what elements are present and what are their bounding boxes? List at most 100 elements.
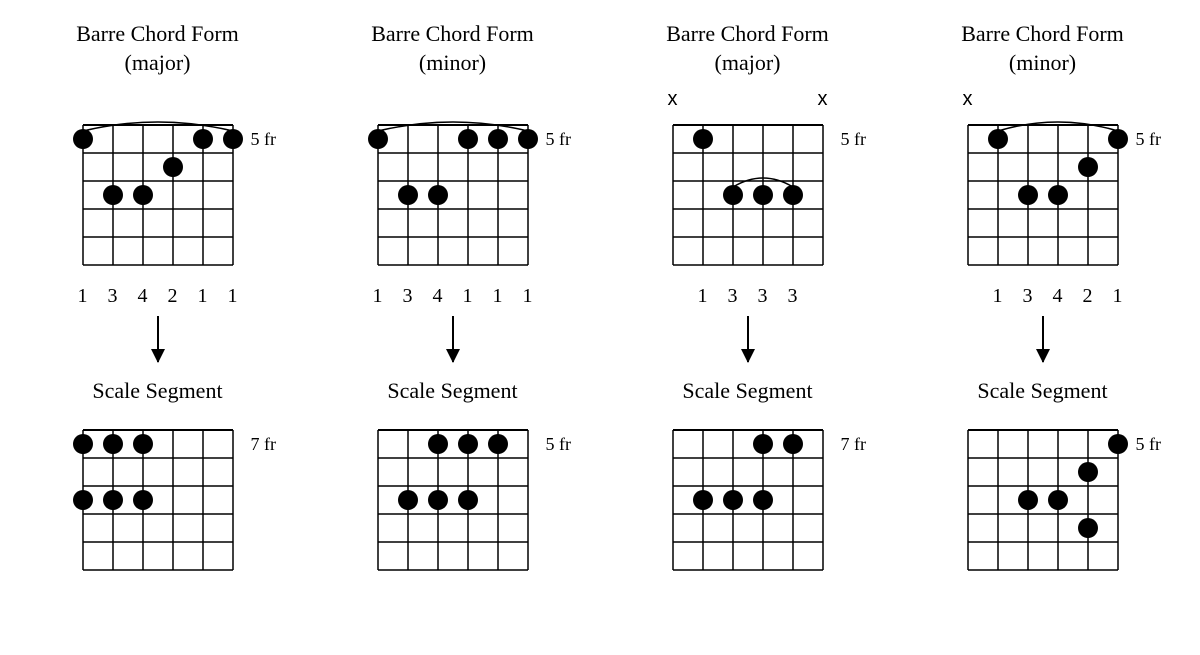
mute-mark — [483, 89, 513, 111]
mute-mark — [1043, 89, 1073, 111]
mute-mark — [718, 89, 748, 111]
finger-number: 3 — [778, 285, 808, 308]
chord-title-line2: (minor) — [961, 49, 1124, 78]
fretboard-diagram — [659, 416, 837, 584]
finger-number: 1 — [983, 285, 1013, 308]
finger-number — [658, 285, 688, 308]
finger-number: 1 — [218, 285, 248, 308]
fret-label: 5 fr — [841, 129, 867, 150]
mute-mark — [513, 89, 543, 111]
scale-title: Scale Segment — [92, 378, 222, 404]
chord-title-line1: Barre Chord Form — [666, 20, 829, 49]
diagram-column: Barre Chord Form(major)xx5 fr1333Scale S… — [620, 20, 875, 584]
fret-label: 7 fr — [251, 434, 277, 455]
mute-mark — [453, 89, 483, 111]
mute-mark — [393, 89, 423, 111]
mute-mark — [188, 89, 218, 111]
mute-mark — [98, 89, 128, 111]
fret-label: 5 fr — [546, 129, 572, 150]
chord-title-line1: Barre Chord Form — [961, 20, 1124, 49]
mute-mark — [363, 89, 393, 111]
finger-number: 1 — [363, 285, 393, 308]
finger-number: 1 — [68, 285, 98, 308]
down-arrow-icon — [747, 316, 749, 362]
fretboard-diagram — [364, 111, 542, 279]
mute-mark: x — [808, 89, 838, 111]
finger-number: 2 — [1073, 285, 1103, 308]
chord-title-line1: Barre Chord Form — [371, 20, 534, 49]
scale-title: Scale Segment — [977, 378, 1107, 404]
finger-row: 13421 — [953, 285, 1133, 308]
fret-label: 5 fr — [1136, 129, 1162, 150]
mute-mark — [1013, 89, 1043, 111]
scale-title: Scale Segment — [387, 378, 517, 404]
mute-mark — [688, 89, 718, 111]
finger-number: 1 — [688, 285, 718, 308]
down-arrow-icon — [1042, 316, 1044, 362]
mute-mark: x — [658, 89, 688, 111]
finger-number — [953, 285, 983, 308]
finger-number: 3 — [393, 285, 423, 308]
mute-mark — [218, 89, 248, 111]
finger-number: 3 — [718, 285, 748, 308]
diagram-column: Barre Chord Form(major)5 fr134211Scale S… — [30, 20, 285, 584]
mute-mark — [68, 89, 98, 111]
fret-label: 7 fr — [841, 434, 867, 455]
finger-row: 134211 — [68, 285, 248, 308]
chord-title-line2: (minor) — [371, 49, 534, 78]
diagram-column: Barre Chord Form(minor)5 fr134111Scale S… — [325, 20, 580, 584]
chord-title-line2: (major) — [666, 49, 829, 78]
mute-mark — [1073, 89, 1103, 111]
mute-mark — [128, 89, 158, 111]
finger-number: 1 — [513, 285, 543, 308]
chord-title-line2: (major) — [76, 49, 239, 78]
chord-diagram-wrap: 5 fr — [69, 111, 247, 279]
mute-mark — [748, 89, 778, 111]
mute-mark: x — [953, 89, 983, 111]
chord-diagram-wrap: 5 fr — [659, 111, 837, 279]
finger-row: 134111 — [363, 285, 543, 308]
chord-title: Barre Chord Form(major) — [666, 20, 829, 77]
finger-number: 1 — [483, 285, 513, 308]
chord-diagrams-grid: Barre Chord Form(major)5 fr134211Scale S… — [30, 20, 1170, 584]
finger-number: 4 — [128, 285, 158, 308]
mute-row — [363, 89, 543, 111]
diagram-column: Barre Chord Form(minor)x5 fr13421Scale S… — [915, 20, 1170, 584]
fretboard-diagram — [364, 416, 542, 584]
finger-number: 2 — [158, 285, 188, 308]
fretboard-diagram — [69, 111, 247, 279]
mute-row: xx — [658, 89, 838, 111]
finger-number: 3 — [98, 285, 128, 308]
finger-number: 1 — [453, 285, 483, 308]
fretboard-diagram — [954, 111, 1132, 279]
fret-label: 5 fr — [546, 434, 572, 455]
fret-label: 5 fr — [1136, 434, 1162, 455]
finger-number: 3 — [748, 285, 778, 308]
scale-diagram-wrap: 7 fr — [69, 416, 247, 584]
chord-title: Barre Chord Form(major) — [76, 20, 239, 77]
scale-diagram-wrap: 7 fr — [659, 416, 837, 584]
mute-mark — [778, 89, 808, 111]
finger-row: 1333 — [658, 285, 838, 308]
chord-title-line1: Barre Chord Form — [76, 20, 239, 49]
mute-mark — [983, 89, 1013, 111]
fretboard-diagram — [954, 416, 1132, 584]
chord-diagram-wrap: 5 fr — [954, 111, 1132, 279]
scale-diagram-wrap: 5 fr — [364, 416, 542, 584]
fret-label: 5 fr — [251, 129, 277, 150]
scale-title: Scale Segment — [682, 378, 812, 404]
chord-title: Barre Chord Form(minor) — [371, 20, 534, 77]
mute-mark — [1103, 89, 1133, 111]
finger-number: 4 — [423, 285, 453, 308]
mute-mark — [423, 89, 453, 111]
down-arrow-icon — [452, 316, 454, 362]
mute-row: x — [953, 89, 1133, 111]
finger-number — [808, 285, 838, 308]
finger-number: 1 — [188, 285, 218, 308]
chord-title: Barre Chord Form(minor) — [961, 20, 1124, 77]
fretboard-diagram — [69, 416, 247, 584]
mute-row — [68, 89, 248, 111]
fretboard-diagram — [659, 111, 837, 279]
chord-diagram-wrap: 5 fr — [364, 111, 542, 279]
scale-diagram-wrap: 5 fr — [954, 416, 1132, 584]
